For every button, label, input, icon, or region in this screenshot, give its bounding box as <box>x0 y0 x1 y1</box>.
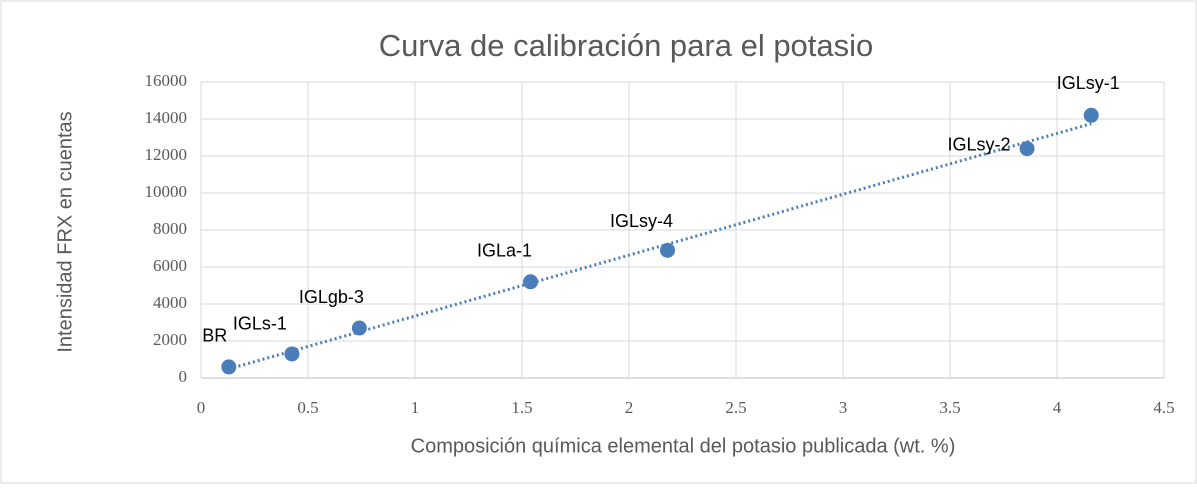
x-tick-label: 3.5 <box>939 398 960 417</box>
point-label: IGLsy-1 <box>1057 73 1120 93</box>
chart-title: Curva de calibración para el potasio <box>379 28 874 63</box>
point <box>1083 107 1099 123</box>
y-tick-label: 4000 <box>153 293 187 312</box>
point <box>660 242 676 258</box>
point <box>221 359 237 375</box>
y-axis-title: Intensidad FRX en cuentas <box>54 111 76 352</box>
x-tick-label: 2 <box>625 398 634 417</box>
x-axis-title: Composición química elemental del potasi… <box>411 435 956 457</box>
point <box>523 274 539 290</box>
x-tick-label: 0.5 <box>297 398 318 417</box>
x-tick-label: 2.5 <box>725 398 746 417</box>
y-tick-label: 16000 <box>145 71 188 90</box>
point <box>351 320 367 336</box>
point-label: IGLa-1 <box>477 241 532 261</box>
point <box>284 346 300 362</box>
point-label: IGLs-1 <box>233 314 287 334</box>
point-label: IGLgb-3 <box>299 287 364 307</box>
y-tick-label: 14000 <box>145 108 188 127</box>
x-tick-label: 3 <box>839 398 848 417</box>
x-tick-label: 4 <box>1053 398 1062 417</box>
x-tick-label: 0 <box>197 398 206 417</box>
y-tick-label: 10000 <box>145 182 188 201</box>
x-tick-label: 1.5 <box>511 398 532 417</box>
point-label: IGLsy-2 <box>948 134 1011 154</box>
x-tick-label: 4.5 <box>1153 398 1174 417</box>
point-label: BR <box>202 326 227 346</box>
y-tick-label: 0 <box>179 367 188 386</box>
y-tick-label: 6000 <box>153 256 187 275</box>
point-label: IGLsy-4 <box>610 211 673 231</box>
point <box>1019 141 1035 157</box>
x-tick-label: 1 <box>411 398 420 417</box>
y-tick-label: 8000 <box>153 219 187 238</box>
y-tick-label: 12000 <box>145 145 188 164</box>
y-tick-label: 2000 <box>153 330 187 349</box>
